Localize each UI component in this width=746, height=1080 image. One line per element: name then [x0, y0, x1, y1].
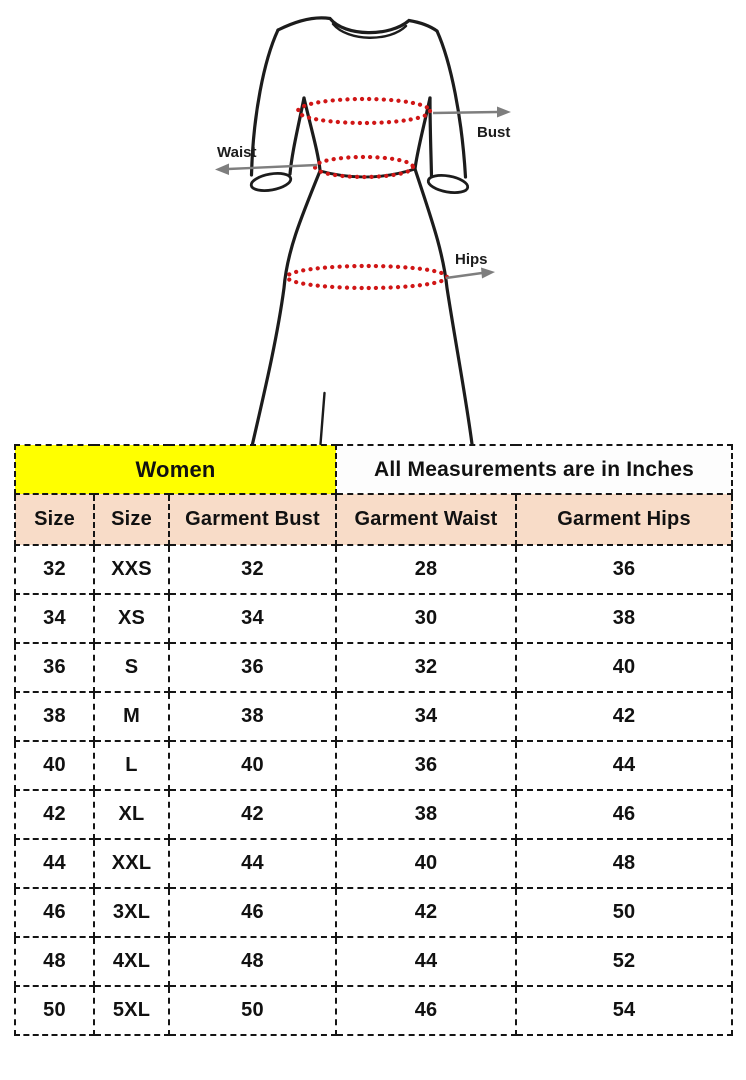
hips-measure-ellipse: [284, 263, 450, 291]
garment-diagram: Bust Waist Hips: [0, 0, 746, 445]
column-header-cell: Garment Waist: [335, 493, 518, 546]
table-cell: 30: [335, 593, 518, 644]
table-cell: 38: [167, 691, 338, 742]
table-cell: XS: [93, 593, 170, 644]
table-row: 36 S 36 32 40: [14, 642, 734, 693]
table-cell: XXL: [93, 838, 170, 889]
table-cell: 46: [167, 887, 338, 938]
column-header-cell: Garment Bust: [167, 493, 338, 546]
table-cell: 4XL: [93, 936, 170, 987]
table-cell: 32: [14, 544, 95, 595]
table-cell: 42: [167, 789, 338, 840]
table-row: 42 XL 42 38 46: [14, 789, 734, 840]
table-row: 34 XS 34 30 38: [14, 593, 734, 644]
waist-arrow: [215, 163, 318, 175]
column-header-row: Size Size Garment Bust Garment Waist Garment…: [14, 493, 734, 546]
bust-label: Bust: [477, 124, 510, 141]
table-cell: L: [93, 740, 170, 791]
table-cell: 50: [14, 985, 95, 1036]
table-cell: 50: [515, 887, 734, 938]
table-cell: 44: [335, 936, 518, 987]
table-cell: 38: [14, 691, 95, 742]
column-header-cell: Size: [93, 493, 170, 546]
table-cell: 54: [515, 985, 734, 1036]
table-cell: 36: [515, 544, 734, 595]
table-cell: XL: [93, 789, 170, 840]
table-cell: 46: [335, 985, 518, 1036]
table-row: 32 XXS 32 28 36: [14, 544, 734, 595]
table-cell: S: [93, 642, 170, 693]
measurements-header-cell: All Measurements are in Inches: [335, 444, 734, 495]
column-header-cell: Size: [14, 493, 95, 546]
table-cell: 44: [167, 838, 338, 889]
table-cell: 44: [515, 740, 734, 791]
table-cell: 42: [14, 789, 95, 840]
size-table: Women All Measurements are in Inches Siz…: [13, 444, 734, 1036]
table-row: 44 XXL 44 40 48: [14, 838, 734, 889]
table-row: 48 4XL 48 44 52: [14, 936, 734, 987]
table-row: 50 5XL 50 46 54: [14, 985, 734, 1036]
hips-label: Hips: [455, 251, 488, 268]
table-cell: 40: [14, 740, 95, 791]
table-cell: XXS: [93, 544, 170, 595]
table-cell: 34: [335, 691, 518, 742]
column-header-cell: Garment Hips: [515, 493, 734, 546]
table-cell: 5XL: [93, 985, 170, 1036]
bust-measure-ellipse: [295, 96, 433, 126]
table-cell: 42: [335, 887, 518, 938]
table-cell: 48: [515, 838, 734, 889]
table-cell: 38: [335, 789, 518, 840]
table-cell: M: [93, 691, 170, 742]
waist-label: Waist: [217, 144, 256, 161]
size-table-body: 32 XXS 32 28 36 34 XS 34 30 38 36 S 36 32 40 38 M 38 34 42 4…: [14, 544, 734, 1036]
table-row: 46 3XL 46 42 50: [14, 887, 734, 938]
table-row: 40 L 40 36 44: [14, 740, 734, 791]
table-cell: 50: [167, 985, 338, 1036]
table-cell: 44: [14, 838, 95, 889]
dress-outline: [249, 16, 474, 445]
table-cell: 46: [14, 887, 95, 938]
table-cell: 36: [167, 642, 338, 693]
hips-arrow: [445, 267, 495, 280]
table-cell: 40: [167, 740, 338, 791]
table-cell: 48: [14, 936, 95, 987]
table-cell: 42: [515, 691, 734, 742]
table-cell: 3XL: [93, 887, 170, 938]
table-cell: 28: [335, 544, 518, 595]
table-cell: 38: [515, 593, 734, 644]
table-cell: 40: [515, 642, 734, 693]
table-row: 38 M 38 34 42: [14, 691, 734, 742]
group-header-row: Women All Measurements are in Inches: [13, 444, 734, 495]
table-cell: 40: [335, 838, 518, 889]
table-cell: 52: [515, 936, 734, 987]
table-cell: 46: [515, 789, 734, 840]
table-cell: 34: [14, 593, 95, 644]
bust-arrow: [432, 106, 511, 118]
table-cell: 32: [335, 642, 518, 693]
women-header-cell: Women: [13, 444, 338, 495]
table-cell: 36: [335, 740, 518, 791]
table-cell: 32: [167, 544, 338, 595]
waist-measure-ellipse: [312, 154, 416, 180]
table-cell: 48: [167, 936, 338, 987]
table-cell: 36: [14, 642, 95, 693]
table-cell: 34: [167, 593, 338, 644]
